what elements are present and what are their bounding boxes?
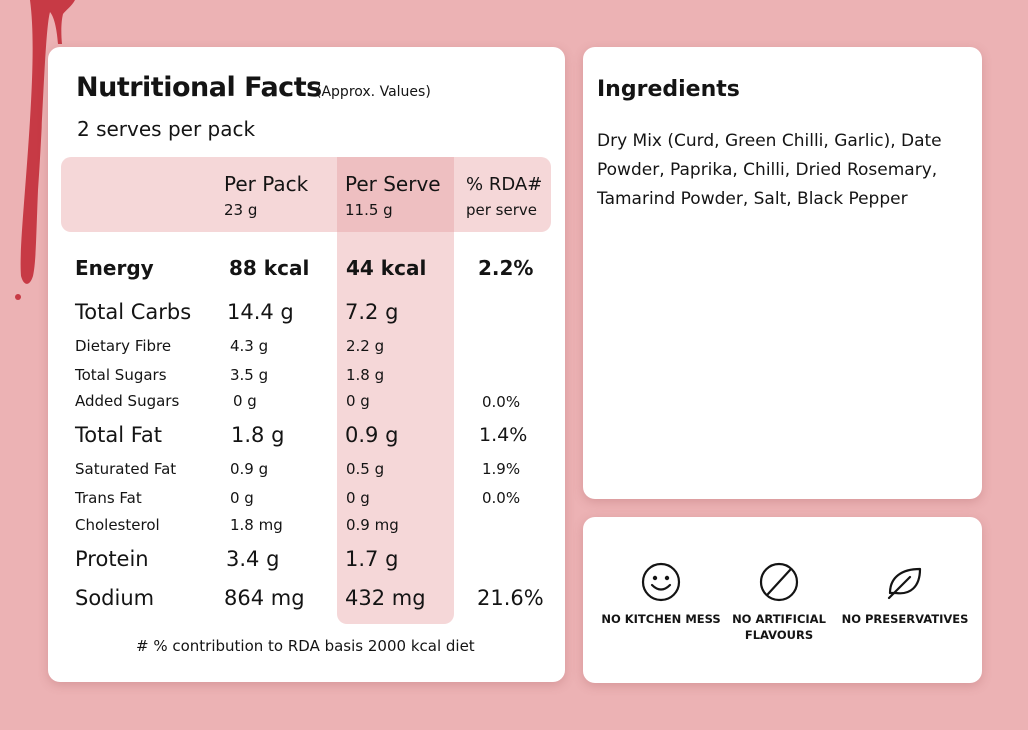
row-per-serve: 1.8 g xyxy=(346,366,385,384)
row-label: Energy xyxy=(75,256,154,280)
row-per-serve: 2.2 g xyxy=(346,337,385,355)
row-per-pack: 0.9 g xyxy=(230,460,269,478)
row-rda: 0.0% xyxy=(482,489,521,507)
row-rda: 2.2% xyxy=(478,256,534,280)
per-serve-header-highlight xyxy=(337,157,454,232)
badge-label: NO PRESERVATIVES xyxy=(841,612,969,626)
row-per-pack: 3.4 g xyxy=(226,547,280,571)
row-per-pack: 864 mg xyxy=(224,586,305,610)
row-per-pack: 4.3 g xyxy=(230,337,269,355)
row-label: Saturated Fat xyxy=(75,460,177,478)
header-per-pack: Per Pack xyxy=(224,172,309,196)
per-serve-column-highlight xyxy=(337,157,454,624)
row-per-pack: 88 kcal xyxy=(229,256,310,280)
badge-no-kitchen-mess: NO KITCHEN MESS xyxy=(597,561,725,627)
row-per-serve: 0 g xyxy=(346,489,370,507)
row-per-pack: 0 g xyxy=(233,392,257,410)
row-per-serve: 7.2 g xyxy=(345,300,399,324)
header-per-serve: Per Serve xyxy=(345,172,441,196)
ingredients-title: Ingredients xyxy=(597,77,740,102)
header-rda: % RDA# xyxy=(466,174,543,195)
table-header-band xyxy=(61,157,551,232)
leaf-icon xyxy=(887,567,922,600)
row-label: Protein xyxy=(75,547,149,571)
badge-label: NO ARTIFICIAL FLAVOURS xyxy=(732,612,826,642)
row-per-serve: 432 mg xyxy=(345,586,426,610)
row-per-pack: 3.5 g xyxy=(230,366,269,384)
row-label: Total Sugars xyxy=(75,366,167,384)
header-per-serve-weight: 11.5 g xyxy=(345,201,393,219)
row-rda: 1.9% xyxy=(482,460,521,478)
row-per-pack: 0 g xyxy=(230,489,254,507)
row-per-serve: 44 kcal xyxy=(346,256,427,280)
row-rda: 0.0% xyxy=(482,393,521,411)
rda-footnote: # % contribution to RDA basis 2000 kcal … xyxy=(136,637,475,655)
row-per-serve: 0 g xyxy=(346,392,370,410)
header-per-pack-weight: 23 g xyxy=(224,201,258,219)
product-badges-card: NO KITCHEN MESS NO ARTIFICIAL FLAVOURS N… xyxy=(583,517,982,683)
paint-drip-decoration xyxy=(15,0,75,300)
row-per-serve: 1.7 g xyxy=(345,547,399,571)
serves-per-pack: 2 serves per pack xyxy=(77,117,256,141)
ingredients-card: Ingredients Dry Mix (Curd, Green Chilli,… xyxy=(583,47,982,499)
nutrition-facts-card: Nutritional Facts (Approx. Values) 2 ser… xyxy=(48,47,565,682)
row-label: Dietary Fibre xyxy=(75,337,172,355)
row-per-serve: 0.9 g xyxy=(345,423,399,447)
row-per-pack: 1.8 g xyxy=(231,423,285,447)
row-label: Trans Fat xyxy=(75,489,142,507)
row-per-serve: 0.9 mg xyxy=(346,516,399,534)
row-per-pack: 14.4 g xyxy=(227,300,294,324)
badge-no-artificial-flavours: NO ARTIFICIAL FLAVOURS xyxy=(715,561,843,643)
row-rda: 21.6% xyxy=(477,586,544,610)
smiley-icon xyxy=(641,562,681,602)
badge-label: NO KITCHEN MESS xyxy=(601,612,721,626)
row-label: Cholesterol xyxy=(75,516,160,534)
prohibited-icon xyxy=(759,562,799,602)
row-label: Added Sugars xyxy=(75,392,180,410)
row-label: Total Carbs xyxy=(75,300,192,324)
nutrition-subtitle: (Approx. Values) xyxy=(316,84,431,100)
nutrition-title: Nutritional Facts xyxy=(76,72,322,103)
row-label: Sodium xyxy=(75,586,155,610)
row-rda: 1.4% xyxy=(479,424,528,446)
row-per-pack: 1.8 mg xyxy=(230,516,283,534)
row-label: Total Fat xyxy=(75,423,162,447)
row-per-serve: 0.5 g xyxy=(346,460,385,478)
badge-no-preservatives: NO PRESERVATIVES xyxy=(835,561,975,627)
header-rda-sub: per serve xyxy=(466,201,538,219)
ingredients-text: Dry Mix (Curd, Green Chilli, Garlic), Da… xyxy=(597,131,942,209)
